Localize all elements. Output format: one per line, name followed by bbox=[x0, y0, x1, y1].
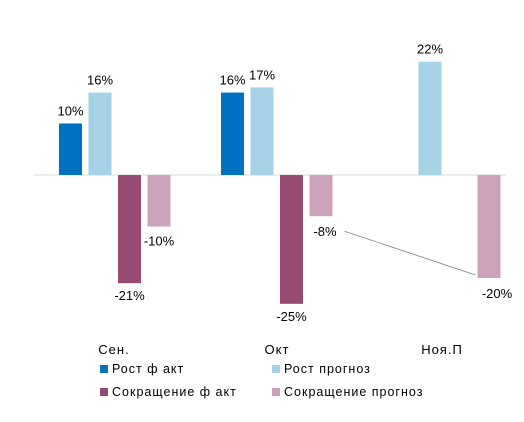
legend-item-decline-fact: Сокращение ф акт bbox=[100, 385, 237, 399]
legend-swatch-decline-forecast bbox=[272, 388, 280, 396]
legend-swatch-growth-fact bbox=[100, 365, 108, 373]
data-label-decline-fact-oct: -25% bbox=[276, 309, 307, 324]
data-label-decline-forecast-oct: -8% bbox=[313, 224, 337, 239]
bar-decline-forecast-oct bbox=[309, 175, 333, 217]
leader-line bbox=[344, 230, 476, 276]
category-label-nov-forecast: Ноя.П bbox=[421, 342, 463, 357]
legend-label-decline-fact: Сокращение ф акт bbox=[112, 385, 237, 399]
legend-item-growth-fact: Рост ф акт bbox=[100, 362, 184, 376]
chart-plot: 10% 16% 16% 17% 22% -21% -25% -10% -8% -20% Сен. О… bbox=[33, 42, 513, 357]
data-label-decline-fact-sep: -21% bbox=[114, 288, 145, 303]
legend-label-decline-forecast: Сокращение прогноз bbox=[284, 385, 424, 399]
bars-group bbox=[59, 61, 501, 304]
data-label-growth-fact-sep: 10% bbox=[57, 104, 83, 119]
data-labels-group: 10% 16% 16% 17% 22% -21% -25% -10% -8% -20% bbox=[57, 42, 512, 324]
bar-decline-fact-oct bbox=[280, 175, 303, 304]
data-label-growth-fact-oct: 16% bbox=[219, 73, 245, 88]
data-label-growth-forecast-sep: 16% bbox=[87, 73, 113, 88]
category-label-sep: Сен. bbox=[98, 342, 129, 357]
category-label-oct: Окт bbox=[265, 342, 290, 357]
data-label-growth-forecast-nov-forecast: 22% bbox=[417, 42, 443, 57]
legend-item-decline-forecast: Сокращение прогноз bbox=[272, 385, 423, 399]
legend-swatch-decline-fact bbox=[100, 388, 108, 396]
legend-swatch-growth-forecast bbox=[272, 365, 280, 373]
legend-label-growth-fact: Рост ф акт bbox=[112, 362, 185, 376]
legend-label-growth-forecast: Рост прогноз bbox=[284, 362, 371, 376]
bar-growth-fact-sep bbox=[59, 123, 82, 175]
legend-item-growth-forecast: Рост прогноз bbox=[272, 362, 371, 376]
data-label-growth-forecast-oct: 17% bbox=[249, 67, 275, 82]
bar-growth-forecast-nov-forecast bbox=[418, 61, 442, 176]
data-label-decline-forecast-nov-forecast: -20% bbox=[482, 286, 513, 301]
category-labels-group: Сен. Окт Ноя.П bbox=[98, 342, 463, 357]
bar-decline-fact-sep bbox=[118, 175, 141, 284]
bar-growth-forecast-sep bbox=[88, 92, 112, 175]
bar-growth-fact-oct bbox=[221, 92, 244, 175]
bar-growth-forecast-oct bbox=[250, 87, 274, 175]
bar-decline-forecast-nov-forecast bbox=[477, 175, 501, 278]
data-label-decline-forecast-sep: -10% bbox=[144, 234, 175, 249]
bar-decline-forecast-sep bbox=[147, 175, 171, 227]
